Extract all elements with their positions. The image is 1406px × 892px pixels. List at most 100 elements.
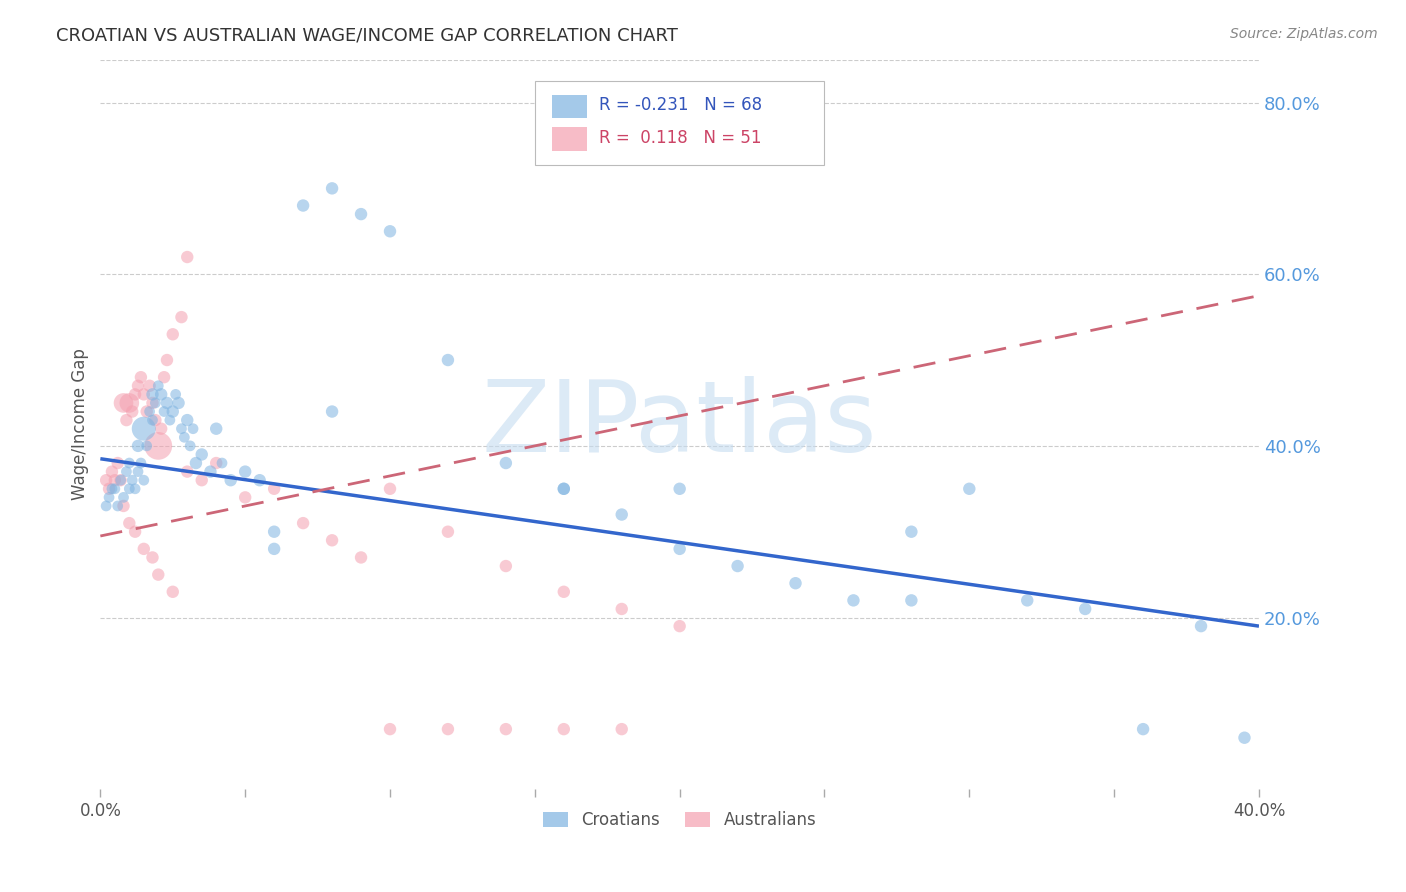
Point [263,524,285,539]
Point [138,404,160,418]
Legend: Croatians, Australians: Croatians, Australians [537,805,823,836]
Point [112,491,135,505]
Point [94,473,117,487]
Point [350,550,373,565]
Point [842,593,865,607]
Point [495,456,517,470]
Point [437,524,460,539]
Point [112,396,135,410]
Point [263,482,285,496]
Point [141,396,163,410]
Point [104,473,127,487]
Point [118,396,141,410]
Point [150,422,173,436]
Point [610,722,633,736]
Point [167,396,190,410]
Y-axis label: Wage/Income Gap: Wage/Income Gap [72,349,89,500]
Point [148,439,170,453]
Point [118,516,141,530]
Point [112,499,135,513]
Point [98,482,121,496]
Point [957,482,980,496]
Point [292,198,315,212]
Point [110,473,132,487]
Point [121,404,143,418]
Point [173,430,195,444]
Point [292,516,315,530]
Point [145,413,167,427]
Point [205,422,228,436]
Point [162,404,184,418]
Point [127,378,149,392]
Point [727,559,749,574]
Point [553,482,575,496]
Point [176,465,198,479]
Point [1017,593,1039,607]
Point [553,722,575,736]
Point [110,473,132,487]
Point [668,482,690,496]
Point [127,439,149,453]
Point [378,722,401,736]
Point [132,541,155,556]
FancyBboxPatch shape [553,95,586,118]
FancyBboxPatch shape [553,128,586,151]
Point [148,378,170,392]
Point [785,576,807,591]
Point [129,456,152,470]
Point [668,619,690,633]
Point [135,439,157,453]
Point [1132,722,1154,736]
Point [321,181,343,195]
Point [165,387,187,401]
Point [145,396,167,410]
Point [553,482,575,496]
Point [378,482,401,496]
Point [153,404,176,418]
Point [148,567,170,582]
Point [121,473,143,487]
Point [101,482,124,496]
Point [98,491,121,505]
Point [190,473,212,487]
Point [132,387,155,401]
Point [495,722,517,736]
Point [610,602,633,616]
Point [437,722,460,736]
Point [159,413,181,427]
Point [184,456,207,470]
Text: CROATIAN VS AUSTRALIAN WAGE/INCOME GAP CORRELATION CHART: CROATIAN VS AUSTRALIAN WAGE/INCOME GAP C… [56,27,678,45]
FancyBboxPatch shape [534,81,824,165]
Point [129,370,152,384]
Point [118,482,141,496]
Point [668,541,690,556]
Point [101,465,124,479]
Point [118,456,141,470]
Text: R = -0.231   N = 68: R = -0.231 N = 68 [599,95,762,114]
Point [1074,602,1097,616]
Point [200,465,222,479]
Point [162,584,184,599]
Point [211,456,233,470]
Text: R =  0.118   N = 51: R = 0.118 N = 51 [599,129,761,147]
Point [378,224,401,238]
Text: Source: ZipAtlas.com: Source: ZipAtlas.com [1230,27,1378,41]
Point [162,327,184,342]
Point [170,310,193,325]
Point [107,499,129,513]
Point [141,387,163,401]
Point [190,447,212,461]
Point [124,387,146,401]
Point [176,413,198,427]
Point [219,473,242,487]
Point [170,422,193,436]
Point [610,508,633,522]
Text: ZIPatlas: ZIPatlas [482,376,877,473]
Point [205,456,228,470]
Point [437,353,460,368]
Point [321,404,343,418]
Point [179,439,201,453]
Point [141,550,163,565]
Point [233,465,256,479]
Point [176,250,198,264]
